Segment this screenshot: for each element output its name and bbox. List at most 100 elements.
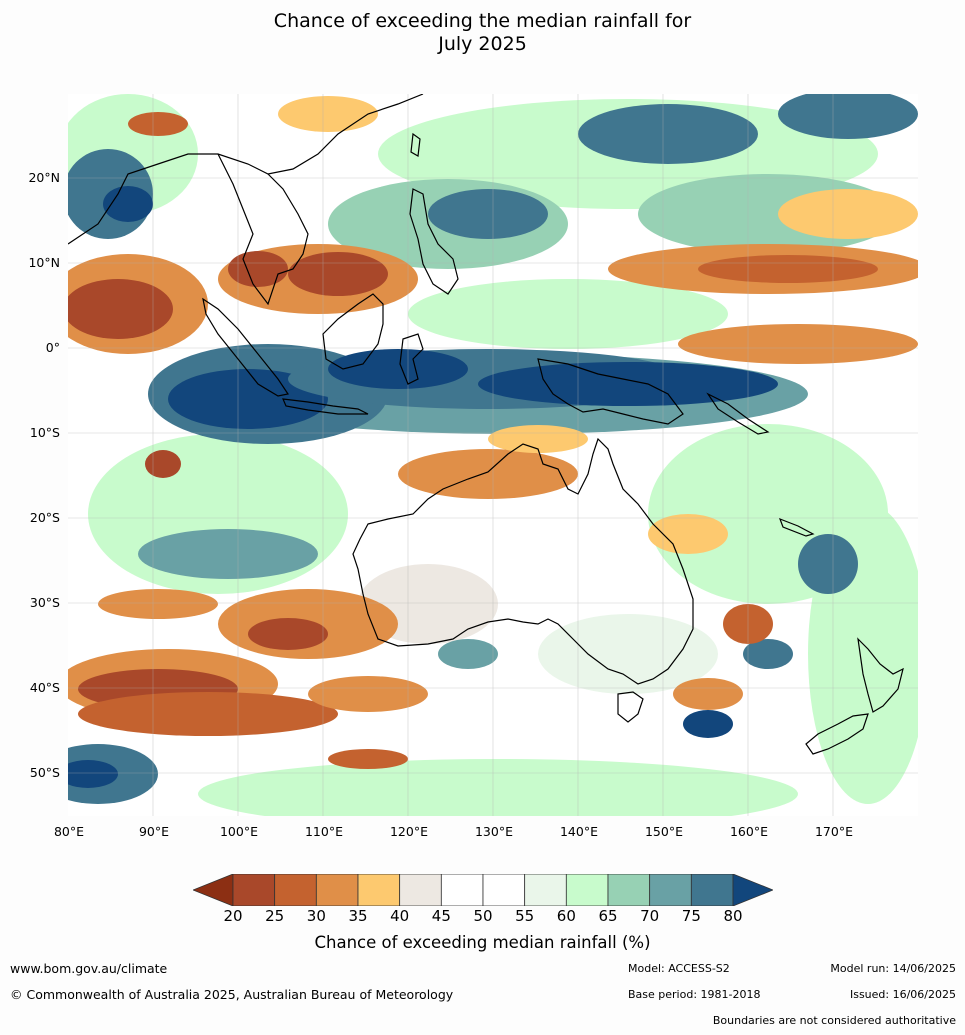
field-patch xyxy=(103,186,153,222)
model-text: Model: ACCESS-S2 xyxy=(628,962,730,975)
field-patch xyxy=(398,449,578,499)
australia-coastline xyxy=(352,437,694,685)
field-patch xyxy=(328,349,468,389)
lat-tick-label: 50°S xyxy=(29,765,60,780)
field-patch xyxy=(78,692,338,736)
map-canvas xyxy=(68,94,918,816)
field-patch xyxy=(68,279,173,339)
lat-tick-label: 20°S xyxy=(29,510,60,525)
field-patch xyxy=(128,112,188,136)
disclaimer-text: Boundaries are not considered authoritat… xyxy=(712,1014,956,1027)
colorbar-segment xyxy=(315,874,359,906)
model-run-text: Model run: 14/06/2025 xyxy=(830,962,956,975)
colorbar-tick-label: 30 xyxy=(306,907,326,925)
philippines-coastline xyxy=(409,188,459,295)
field-patch xyxy=(308,676,428,712)
colorbar-segment xyxy=(607,874,651,906)
chart-title: Chance of exceeding the median rainfall … xyxy=(0,10,965,56)
java-coastline xyxy=(282,398,369,415)
asia-mainland-coastline xyxy=(68,94,424,245)
colorbar-tick-label: 35 xyxy=(348,907,368,925)
rainfall-map xyxy=(68,94,918,816)
colorbar-tick-label: 60 xyxy=(556,907,576,925)
lat-tick-label: 10°S xyxy=(29,425,60,440)
colorbar-segment xyxy=(440,874,484,906)
title-line-1: Chance of exceeding the median rainfall … xyxy=(273,10,692,32)
colorbar-segment xyxy=(357,874,401,906)
field-patch xyxy=(248,618,328,650)
colorbar-segment xyxy=(690,874,734,906)
field-patch xyxy=(145,450,181,478)
tasmania-coastline xyxy=(617,691,644,723)
colorbar-tick-label: 70 xyxy=(640,907,660,925)
colorbar-tick-label: 25 xyxy=(265,907,285,925)
colorbar-tick-label: 75 xyxy=(681,907,701,925)
sumatra-coastline xyxy=(202,297,289,397)
colorbar-label: Chance of exceeding median rainfall (%) xyxy=(314,933,651,952)
field-patch xyxy=(408,279,728,349)
field-patch xyxy=(778,94,918,139)
lon-tick-label: 80°E xyxy=(53,824,85,839)
colorbar-tick-label: 80 xyxy=(723,907,743,925)
colorbar-tick-label: 20 xyxy=(223,907,243,925)
field-patch xyxy=(578,104,758,164)
title-line-2: July 2025 xyxy=(438,33,527,55)
lon-tick-label: 160°E xyxy=(729,824,768,839)
field-patch xyxy=(478,362,778,406)
colorbar-segment xyxy=(565,874,609,906)
colorbar-segments xyxy=(193,874,773,906)
field-patch xyxy=(698,255,878,283)
lon-tick-label: 140°E xyxy=(559,824,598,839)
colorbar-tick-label: 65 xyxy=(598,907,618,925)
sulawesi-coastline xyxy=(399,333,424,385)
lat-tick-label: 0° xyxy=(45,340,60,355)
colorbar-segment xyxy=(232,874,276,906)
colorbar-tick-label: 50 xyxy=(473,907,493,925)
lat-tick-label: 40°S xyxy=(29,680,60,695)
graticule xyxy=(68,94,918,816)
new-zealand-south-coastline xyxy=(805,713,869,755)
colorbar-segment xyxy=(524,874,567,906)
base-period-text: Base period: 1981-2018 xyxy=(628,988,761,1001)
copyright-text: © Commonwealth of Australia 2025, Austra… xyxy=(10,987,454,1002)
field-patch xyxy=(678,324,918,364)
colorbar-segment xyxy=(399,874,442,906)
field-patch xyxy=(278,96,378,132)
website-text: www.bom.gov.au/climate xyxy=(10,961,168,976)
field-patch xyxy=(673,678,743,710)
borneo-coastline xyxy=(322,293,384,370)
colorbar-segment xyxy=(274,874,317,906)
field-patch xyxy=(538,614,718,694)
colorbar-high-extension xyxy=(732,874,773,906)
taiwan-coastline xyxy=(410,132,421,157)
issued-text: Issued: 16/06/2025 xyxy=(849,988,956,1001)
field-patch xyxy=(98,589,218,619)
field-patch xyxy=(778,189,918,239)
field-patch xyxy=(288,252,388,296)
lon-tick-label: 90°E xyxy=(138,824,170,839)
colorbar-segment xyxy=(482,874,526,906)
indochina-coastline xyxy=(217,153,309,306)
colorbar-tick-label: 40 xyxy=(390,907,410,925)
colorbar-segment xyxy=(649,874,692,906)
lat-tick-label: 20°N xyxy=(28,170,60,185)
new-guinea-coastline xyxy=(537,358,684,425)
field-patch xyxy=(428,189,548,239)
field-patch xyxy=(438,639,498,669)
lon-tick-label: 130°E xyxy=(474,824,513,839)
lon-tick-label: 120°E xyxy=(389,824,428,839)
field-patch xyxy=(168,369,328,429)
field-patch xyxy=(138,529,318,579)
lon-tick-label: 170°E xyxy=(814,824,853,839)
coastlines xyxy=(68,94,904,755)
lon-tick-label: 150°E xyxy=(644,824,683,839)
colorbar-tick-label: 45 xyxy=(431,907,451,925)
lon-tick-label: 110°E xyxy=(304,824,343,839)
field-patch xyxy=(328,749,408,769)
new-caledonia-coastline xyxy=(778,517,815,537)
field-patch xyxy=(228,251,288,287)
field-patch xyxy=(68,760,118,788)
field-patch xyxy=(683,710,733,738)
field-patch xyxy=(798,534,858,594)
lon-tick-label: 100°E xyxy=(219,824,258,839)
